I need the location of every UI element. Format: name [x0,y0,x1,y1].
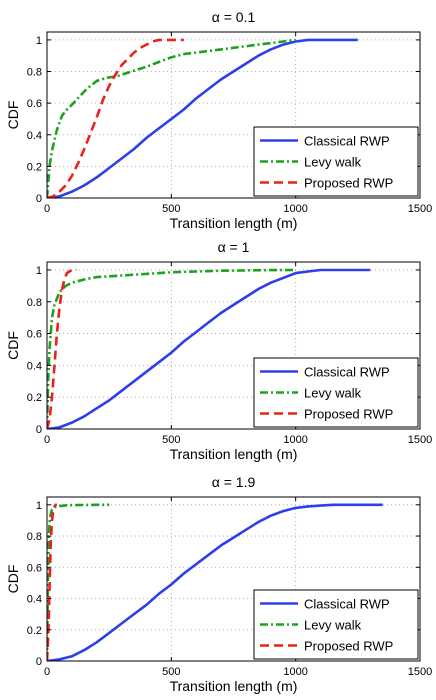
series-line-proposed-rwp [47,503,58,661]
y-tick-label: 0.6 [27,98,42,110]
y-tick-label: 1 [36,500,42,512]
y-axis-label: CDF [5,101,21,130]
x-tick-label: 1500 [408,203,432,215]
x-tick-label: 1000 [283,203,307,215]
y-tick-label: 0.8 [27,297,42,309]
y-tick-label: 0.8 [27,67,42,79]
x-tick-label: 1000 [283,666,307,678]
chart-panel-1: 0 500 1000 1500 0 0.2 0.4 0.6 0.8 1 α = 0.1 Transit… [5,9,432,231]
chart-panel-3: 0 500 1000 1500 0 0.2 0.4 0.6 0.8 1 α = 1.9 Transit… [5,474,432,694]
series-line-classical-rwp [47,503,383,661]
series-line-levy-walk [47,38,296,198]
x-tick-label: 500 [162,434,180,446]
plot-frame [46,261,421,430]
x-axis-label: Transition length (m) [170,678,298,694]
y-tick-label: 0.4 [27,360,42,372]
y-tick-label: 0.2 [27,161,42,173]
y-tick-label: 0 [36,193,42,205]
y-tick-label: 0.4 [27,130,42,142]
y-tick-label: 1 [36,265,42,277]
x-tick-label: 0 [44,666,50,678]
y-tick-label: 0.4 [27,594,42,606]
y-tick-label: 0.6 [27,562,42,574]
chart-panel-2: 0 500 1000 1500 0 0.2 0.4 0.6 0.8 1 α = 1 Transitio… [5,239,432,462]
y-axis-label: CDF [5,331,21,360]
plot-frame [46,496,421,662]
x-axis-label: Transition length (m) [170,215,298,231]
chart-title: α = 0.1 [212,9,256,25]
y-axis-label: CDF [5,565,21,594]
legend: Classical RWP Levy walk Proposed RWP [253,589,419,660]
series-line-classical-rwp [47,38,358,198]
legend-label: Proposed RWP [304,639,393,654]
x-tick-label: 1000 [283,434,307,446]
legend-label: Classical RWP [304,365,390,380]
legend-label: Proposed RWP [304,407,393,422]
legend-label: Proposed RWP [304,176,393,191]
x-tick-label: 1500 [408,666,432,678]
x-tick-label: 500 [162,666,180,678]
series-line-classical-rwp [47,268,371,429]
x-tick-label: 500 [162,203,180,215]
x-tick-label: 0 [44,434,50,446]
legend: Classical RWP Levy walk Proposed RWP [253,357,419,428]
plot-frame [46,31,421,199]
legend-label: Levy walk [304,386,362,401]
legend-label: Levy walk [304,155,362,170]
legend-label: Classical RWP [304,597,390,612]
y-tick-label: 0 [36,656,42,668]
y-tick-label: 1 [36,35,42,47]
x-tick-label: 0 [44,203,50,215]
y-tick-label: 0.2 [27,625,42,637]
chart-title: α = 1 [218,239,250,255]
legend-label: Levy walk [304,618,362,633]
chart-title: α = 1.9 [212,474,256,490]
y-tick-label: 0.6 [27,329,42,341]
y-tick-label: 0.2 [27,392,42,404]
y-tick-label: 0.8 [27,531,42,543]
series-line-proposed-rwp [47,268,77,429]
legend-label: Classical RWP [304,134,390,149]
y-tick-label: 0 [36,424,42,436]
legend: Classical RWP Levy walk Proposed RWP [253,126,419,197]
x-axis-label: Transition length (m) [170,446,298,462]
series-line-levy-walk [47,268,296,429]
x-tick-label: 1500 [408,434,432,446]
series-line-proposed-rwp [47,38,184,198]
